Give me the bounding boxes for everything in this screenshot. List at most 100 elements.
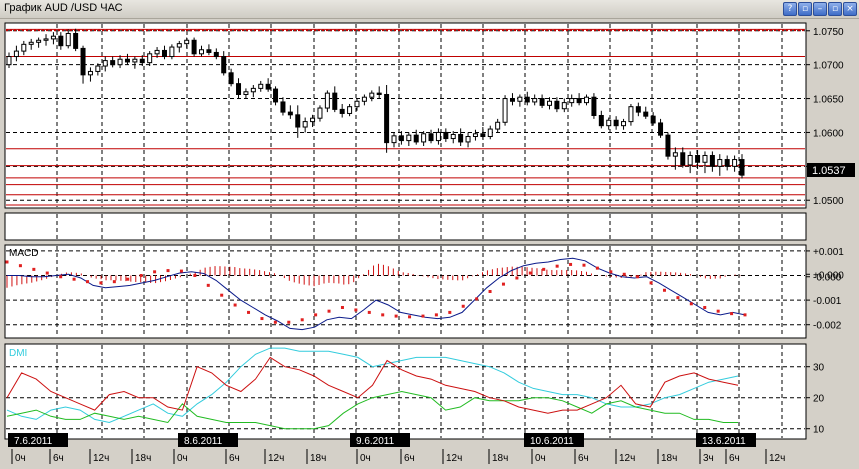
candles <box>6 28 745 179</box>
dmi-tick-label: 20 <box>813 394 825 405</box>
hour-label: 0ч <box>360 453 371 464</box>
macd-signal-dot <box>542 267 546 271</box>
candle-body <box>398 135 404 142</box>
macd-signal-dot <box>354 308 358 312</box>
macd-signal-dot <box>260 317 264 321</box>
candle-body <box>206 49 212 53</box>
macd-signal-dot <box>99 281 103 285</box>
candle-body <box>546 100 552 106</box>
candle-body <box>65 32 71 47</box>
candle-body <box>169 46 175 58</box>
macd-signal-dot <box>314 313 318 317</box>
macd-signal-dot <box>730 312 734 316</box>
candle-body <box>472 133 478 138</box>
maximize-button[interactable]: ▫ <box>828 2 842 16</box>
date-label-box <box>350 433 410 447</box>
macd-signal-dot <box>394 314 398 318</box>
y-tick-label: 1.0700 <box>813 61 844 72</box>
candle-body <box>561 102 567 110</box>
candle-body <box>406 134 412 142</box>
macd-signal-dot <box>662 288 666 292</box>
candle-body <box>384 93 390 144</box>
macd-signal-dot <box>381 313 385 317</box>
candle-body <box>584 96 590 104</box>
y-tick-label: 1.0750 <box>813 27 844 38</box>
candle-body <box>717 159 723 167</box>
candle-body <box>709 154 715 167</box>
y-tick-label: 1.0600 <box>813 128 844 139</box>
dmi-adx-line <box>6 347 739 424</box>
macd-signal-dot <box>569 262 573 266</box>
candle-body <box>613 119 619 127</box>
help-button[interactable]: ? <box>783 2 797 16</box>
macd-tick-label: +0.001 <box>813 247 844 258</box>
candle-body <box>184 39 190 45</box>
grid-lines <box>6 24 805 438</box>
candle-body <box>606 119 612 127</box>
macd-signal-dot <box>32 267 36 271</box>
dmi-tick-label: 10 <box>813 425 825 436</box>
macd-signal-dot <box>126 277 130 281</box>
macd-signal-dot <box>595 266 599 270</box>
macd-signal-dot <box>421 314 425 318</box>
macd-signal-dot <box>340 305 344 309</box>
collapse-button[interactable]: – <box>813 2 827 16</box>
macd-signal-dot <box>18 264 22 268</box>
candle-body <box>739 159 745 176</box>
macd-signal-dot <box>247 310 251 314</box>
macd-signal-dot <box>166 269 170 273</box>
macd-signal-dot <box>72 277 76 281</box>
hour-label: 6ч <box>578 453 589 464</box>
hour-label: 12ч <box>93 453 109 464</box>
macd-signal-dot <box>45 271 49 275</box>
candle-body <box>199 49 205 55</box>
macd-signal-dot <box>86 280 90 284</box>
hour-label: 18ч <box>492 453 508 464</box>
date-label-box <box>8 433 68 447</box>
macd-signal-dot <box>59 275 63 279</box>
candle-body <box>465 136 471 143</box>
macd-signal-dot <box>327 309 331 313</box>
candle-body <box>50 35 56 40</box>
candle-body <box>347 106 353 114</box>
hour-label: 0ч <box>177 453 188 464</box>
macd-plot <box>5 257 747 331</box>
current-price-box <box>807 163 855 177</box>
candle-body <box>73 32 79 49</box>
macd-signal-dot <box>220 293 224 297</box>
macd-signal-dot <box>582 263 586 267</box>
candle-body <box>36 39 42 43</box>
hour-label: 12ч <box>619 453 635 464</box>
candle-body <box>487 128 493 138</box>
candle-body <box>450 133 456 140</box>
hour-label: 6ч <box>729 453 740 464</box>
macd-signal-dot <box>475 297 479 301</box>
candle-body <box>695 154 701 163</box>
candle-body <box>110 60 116 66</box>
candle-body <box>339 108 345 114</box>
minimize-window-button[interactable]: ▫ <box>798 2 812 16</box>
candle-body <box>732 159 738 167</box>
hour-label: 18ч <box>135 453 151 464</box>
candle-body <box>139 58 145 64</box>
y-axes: 1.07501.07001.06501.06001.05501.0500+0.0… <box>806 27 844 436</box>
price-levels <box>6 28 805 206</box>
candle-body <box>221 56 227 74</box>
candle-body <box>80 47 86 76</box>
candle-body <box>58 35 64 47</box>
candle-body <box>87 70 93 76</box>
macd-signal-dot <box>434 313 438 317</box>
candle-body <box>124 58 130 63</box>
candle-body <box>236 83 242 95</box>
close-button[interactable]: × <box>843 2 857 16</box>
macd-tick-label: -0.002 <box>813 321 842 332</box>
hour-label: 12ч <box>769 453 785 464</box>
hour-label: 6ч <box>404 453 415 464</box>
current-price-label: 1.0537 <box>812 165 846 177</box>
candle-body <box>191 39 197 55</box>
macd-signal-dot <box>367 310 371 314</box>
title-bar: График AUD /USD ЧАС ? ▫ – ▫ × <box>0 0 859 19</box>
candle-body <box>28 41 34 45</box>
macd-title: MACD <box>9 248 38 259</box>
candle-body <box>354 100 360 108</box>
